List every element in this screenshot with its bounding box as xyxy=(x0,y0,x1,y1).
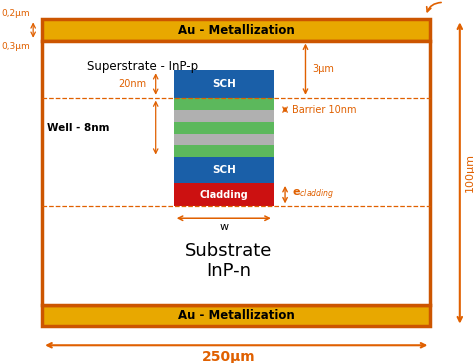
Text: Au - Metallization: Au - Metallization xyxy=(178,24,295,37)
Text: Substrate
InP-n: Substrate InP-n xyxy=(185,241,272,280)
Text: SCH: SCH xyxy=(212,165,236,175)
Text: Cladding: Cladding xyxy=(200,190,248,200)
Text: 100µm: 100µm xyxy=(465,154,474,192)
Text: 250µm: 250µm xyxy=(201,350,255,363)
Bar xyxy=(174,158,273,183)
Bar xyxy=(42,41,430,305)
Text: SCH: SCH xyxy=(212,79,236,89)
Text: 0,3µm: 0,3µm xyxy=(1,42,30,52)
Bar xyxy=(174,70,273,98)
Text: Barrier 10nm: Barrier 10nm xyxy=(292,105,356,115)
Text: w: w xyxy=(219,222,228,232)
Text: Well - 8nm: Well - 8nm xyxy=(47,123,109,132)
Bar xyxy=(174,122,273,134)
Bar xyxy=(174,183,273,206)
Bar xyxy=(42,305,430,326)
Text: $\mathbf{e}_{cladding}$: $\mathbf{e}_{cladding}$ xyxy=(292,187,334,202)
Text: Superstrate - InP-p: Superstrate - InP-p xyxy=(87,60,198,73)
Text: 3µm: 3µm xyxy=(312,64,334,74)
Bar xyxy=(174,98,273,110)
Bar xyxy=(174,110,273,122)
Text: 20nm: 20nm xyxy=(118,79,146,89)
Bar xyxy=(42,20,430,41)
Text: 0,2µm: 0,2µm xyxy=(1,9,30,18)
Bar xyxy=(174,134,273,146)
Bar xyxy=(174,146,273,158)
Text: Au - Metallization: Au - Metallization xyxy=(178,309,295,322)
